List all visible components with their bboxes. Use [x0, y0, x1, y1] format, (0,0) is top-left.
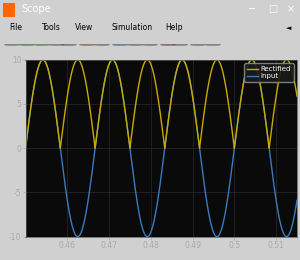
Circle shape — [50, 44, 64, 45]
Circle shape — [34, 44, 50, 45]
Bar — [3, 3, 15, 17]
Circle shape — [172, 44, 188, 45]
Legend: Rectified, Input: Rectified, Input — [244, 63, 293, 82]
Circle shape — [20, 44, 34, 45]
Circle shape — [128, 44, 142, 45]
Text: □: □ — [268, 4, 278, 14]
Circle shape — [160, 44, 175, 45]
Text: File: File — [9, 23, 22, 32]
Circle shape — [61, 44, 76, 45]
Circle shape — [4, 44, 20, 45]
Circle shape — [94, 44, 110, 45]
Circle shape — [190, 44, 206, 45]
Text: Tools: Tools — [42, 23, 61, 32]
Text: Simulation: Simulation — [111, 23, 152, 32]
Text: View: View — [75, 23, 93, 32]
Text: ◄: ◄ — [286, 25, 291, 31]
Text: Help: Help — [165, 23, 182, 32]
Circle shape — [142, 44, 158, 45]
Circle shape — [206, 44, 220, 45]
Circle shape — [112, 44, 128, 45]
Text: −: − — [248, 4, 256, 14]
Text: Scope: Scope — [21, 4, 51, 14]
Text: ×: × — [287, 4, 295, 14]
Circle shape — [80, 44, 94, 45]
